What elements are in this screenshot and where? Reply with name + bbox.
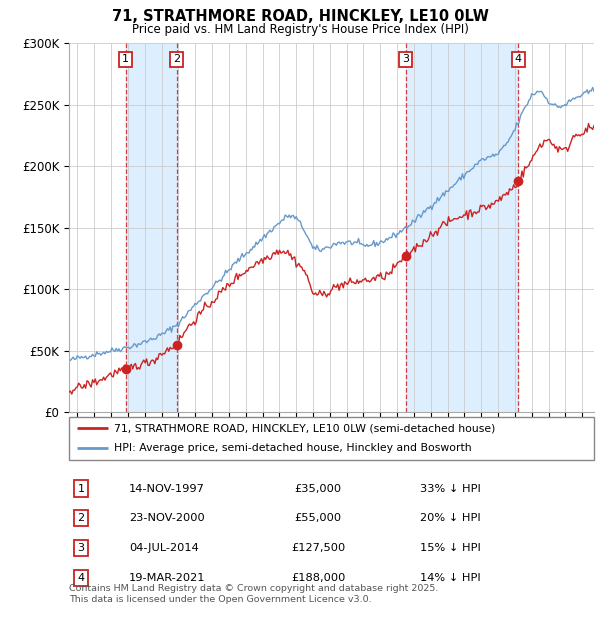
Text: 3: 3 bbox=[402, 55, 409, 64]
Text: 4: 4 bbox=[515, 55, 522, 64]
Text: £55,000: £55,000 bbox=[295, 513, 341, 523]
Text: 1: 1 bbox=[122, 55, 129, 64]
Text: 20% ↓ HPI: 20% ↓ HPI bbox=[420, 513, 481, 523]
Text: 3: 3 bbox=[77, 543, 85, 553]
Text: 71, STRATHMORE ROAD, HINCKLEY, LE10 0LW (semi-detached house): 71, STRATHMORE ROAD, HINCKLEY, LE10 0LW … bbox=[113, 423, 495, 433]
Text: 4: 4 bbox=[77, 573, 85, 583]
Text: 14% ↓ HPI: 14% ↓ HPI bbox=[420, 573, 481, 583]
FancyBboxPatch shape bbox=[69, 417, 594, 460]
Text: 14-NOV-1997: 14-NOV-1997 bbox=[129, 484, 205, 494]
Text: Price paid vs. HM Land Registry's House Price Index (HPI): Price paid vs. HM Land Registry's House … bbox=[131, 23, 469, 36]
Text: 23-NOV-2000: 23-NOV-2000 bbox=[129, 513, 205, 523]
Text: £127,500: £127,500 bbox=[291, 543, 345, 553]
Bar bbox=[126, 43, 176, 412]
Text: This data is licensed under the Open Government Licence v3.0.: This data is licensed under the Open Gov… bbox=[69, 595, 371, 604]
Bar bbox=[406, 43, 518, 412]
Text: HPI: Average price, semi-detached house, Hinckley and Bosworth: HPI: Average price, semi-detached house,… bbox=[113, 443, 471, 453]
Text: Contains HM Land Registry data © Crown copyright and database right 2025.: Contains HM Land Registry data © Crown c… bbox=[69, 584, 439, 593]
Text: 2: 2 bbox=[77, 513, 85, 523]
Text: 71, STRATHMORE ROAD, HINCKLEY, LE10 0LW: 71, STRATHMORE ROAD, HINCKLEY, LE10 0LW bbox=[112, 9, 488, 24]
Text: 04-JUL-2014: 04-JUL-2014 bbox=[129, 543, 199, 553]
Text: 33% ↓ HPI: 33% ↓ HPI bbox=[420, 484, 481, 494]
Text: 2: 2 bbox=[173, 55, 180, 64]
Text: 1: 1 bbox=[77, 484, 85, 494]
Text: £35,000: £35,000 bbox=[295, 484, 341, 494]
Text: 15% ↓ HPI: 15% ↓ HPI bbox=[420, 543, 481, 553]
Text: £188,000: £188,000 bbox=[291, 573, 345, 583]
Text: 19-MAR-2021: 19-MAR-2021 bbox=[129, 573, 205, 583]
